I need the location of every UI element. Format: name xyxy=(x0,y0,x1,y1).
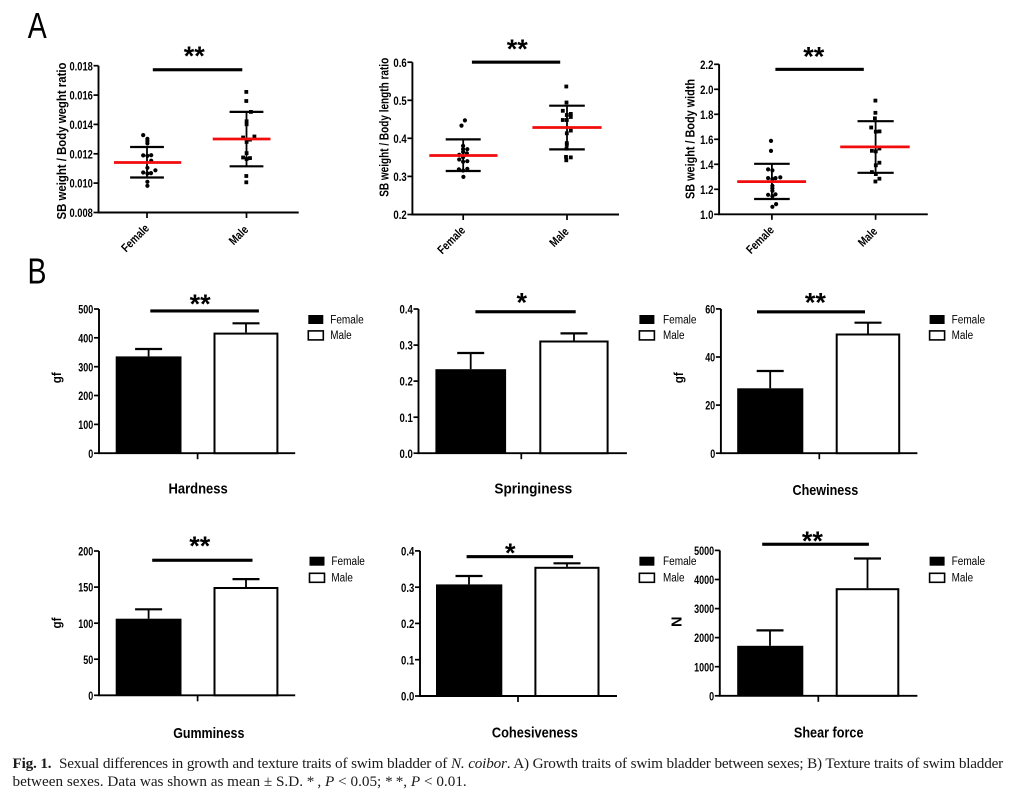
svg-text:Female: Female xyxy=(118,221,152,255)
svg-text:**: ** xyxy=(507,34,529,64)
svg-text:1.6: 1.6 xyxy=(700,133,714,147)
svg-text:200: 200 xyxy=(78,545,93,559)
svg-text:5000: 5000 xyxy=(694,544,714,558)
svg-text:Male: Male xyxy=(855,224,880,249)
svg-text:40: 40 xyxy=(705,351,715,365)
svg-text:200: 200 xyxy=(78,389,93,403)
svg-text:0.018: 0.018 xyxy=(70,59,94,73)
svg-text:gf: gf xyxy=(671,372,686,384)
svg-text:0.2: 0.2 xyxy=(401,617,415,631)
svg-text:500: 500 xyxy=(78,303,93,317)
svg-text:Female: Female xyxy=(952,314,986,326)
svg-text:SB weight / Body width: SB weight / Body width xyxy=(682,79,697,199)
svg-text:0.008: 0.008 xyxy=(70,206,94,220)
svg-text:400: 400 xyxy=(78,331,93,345)
svg-text:0.016: 0.016 xyxy=(70,89,94,103)
svg-text:0.3: 0.3 xyxy=(401,581,415,595)
svg-text:20: 20 xyxy=(705,399,715,413)
svg-text:B: B xyxy=(28,251,47,292)
svg-text:*: * xyxy=(505,538,516,568)
svg-text:Gumminess: Gumminess xyxy=(173,725,244,742)
svg-text:0: 0 xyxy=(88,447,93,461)
svg-text:gf: gf xyxy=(49,372,64,384)
svg-text:Female: Female xyxy=(663,556,697,568)
svg-text:0.1: 0.1 xyxy=(400,411,414,425)
svg-text:A: A xyxy=(28,5,47,46)
svg-text:0.012: 0.012 xyxy=(70,147,94,161)
svg-text:**: ** xyxy=(189,531,211,561)
svg-text:0.1: 0.1 xyxy=(401,653,415,667)
svg-text:2.2: 2.2 xyxy=(700,58,714,72)
svg-text:Male: Male xyxy=(663,573,685,585)
svg-text:SB weight / Body length ratio: SB weight / Body length ratio xyxy=(377,58,392,197)
svg-text:1000: 1000 xyxy=(694,660,714,674)
svg-text:**: ** xyxy=(803,41,825,71)
svg-text:0.2: 0.2 xyxy=(400,375,414,389)
svg-text:1.8: 1.8 xyxy=(700,108,714,122)
svg-text:Male: Male xyxy=(226,222,251,247)
svg-text:Male: Male xyxy=(547,224,572,249)
svg-text:Male: Male xyxy=(331,573,353,585)
svg-text:50: 50 xyxy=(83,653,93,667)
svg-text:0.010: 0.010 xyxy=(70,177,94,191)
svg-text:Male: Male xyxy=(663,330,685,342)
svg-text:Female: Female xyxy=(743,223,777,257)
svg-text:**: ** xyxy=(190,289,212,319)
svg-text:**: ** xyxy=(184,41,206,71)
svg-text:60: 60 xyxy=(705,303,715,317)
svg-text:Female: Female xyxy=(331,556,365,568)
svg-text:1.0: 1.0 xyxy=(700,208,714,222)
svg-text:Female: Female xyxy=(435,223,469,257)
svg-text:0.3: 0.3 xyxy=(393,170,407,184)
svg-text:1.4: 1.4 xyxy=(700,158,714,172)
svg-text:0.5: 0.5 xyxy=(393,94,407,108)
svg-text:Male: Male xyxy=(952,573,974,585)
svg-text:0.4: 0.4 xyxy=(401,545,415,559)
svg-text:N: N xyxy=(669,616,686,627)
svg-text:Hardness: Hardness xyxy=(168,481,227,498)
svg-text:Chewiness: Chewiness xyxy=(793,482,859,499)
svg-text:300: 300 xyxy=(78,360,93,374)
svg-text:3000: 3000 xyxy=(694,602,714,616)
svg-text:0.4: 0.4 xyxy=(400,303,414,317)
svg-text:Cohesiveness: Cohesiveness xyxy=(492,724,578,741)
svg-text:1.2: 1.2 xyxy=(700,183,714,197)
svg-text:Shear force: Shear force xyxy=(794,724,864,741)
svg-text:4000: 4000 xyxy=(694,573,714,587)
svg-text:2000: 2000 xyxy=(694,631,714,645)
svg-text:0.2: 0.2 xyxy=(393,208,407,222)
svg-text:gf: gf xyxy=(49,617,64,629)
svg-text:Springiness: Springiness xyxy=(494,481,572,498)
svg-text:Male: Male xyxy=(330,330,352,342)
svg-text:0: 0 xyxy=(710,447,715,461)
svg-text:SB weight / Body weght ratio: SB weight / Body weght ratio xyxy=(54,62,69,219)
svg-text:100: 100 xyxy=(78,418,93,432)
svg-text:0.6: 0.6 xyxy=(393,56,407,70)
svg-text:0.3: 0.3 xyxy=(400,339,414,353)
svg-text:Female: Female xyxy=(663,314,697,326)
svg-text:0.014: 0.014 xyxy=(70,118,94,132)
svg-text:**: ** xyxy=(805,288,827,318)
svg-text:0: 0 xyxy=(88,689,93,703)
svg-text:Female: Female xyxy=(330,314,364,326)
svg-text:100: 100 xyxy=(78,617,93,631)
svg-text:*: * xyxy=(516,288,527,318)
svg-text:Female: Female xyxy=(952,556,986,568)
svg-text:Male: Male xyxy=(952,330,974,342)
svg-text:0.0: 0.0 xyxy=(401,690,415,704)
svg-text:2.0: 2.0 xyxy=(700,83,714,97)
svg-text:0.4: 0.4 xyxy=(393,132,407,146)
svg-text:0.0: 0.0 xyxy=(400,447,414,461)
svg-text:**: ** xyxy=(802,526,824,556)
svg-text:150: 150 xyxy=(78,581,93,595)
svg-text:0: 0 xyxy=(709,689,714,703)
